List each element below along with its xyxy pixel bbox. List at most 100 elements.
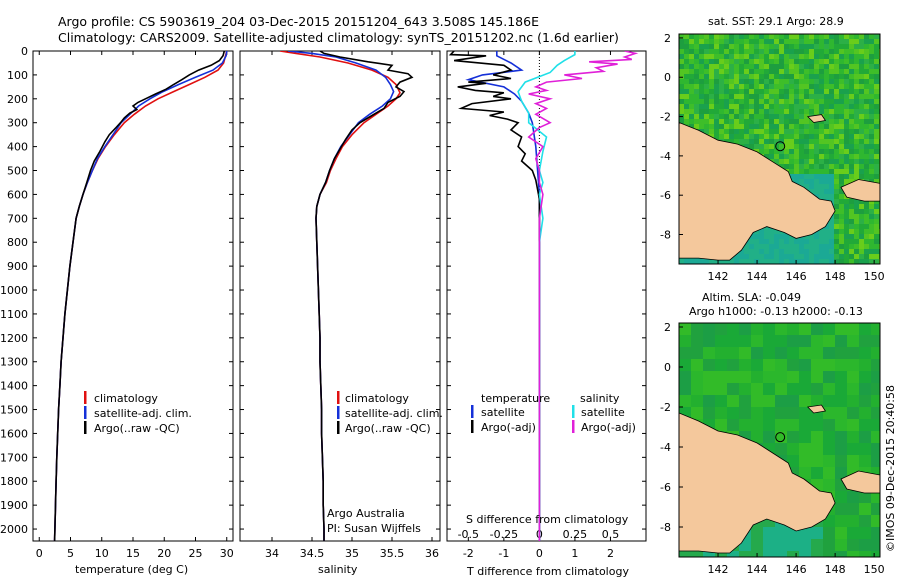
series-line-t-argo-adj- — [448, 51, 541, 541]
data-cell — [819, 124, 824, 129]
data-cell — [844, 94, 849, 99]
data-cell — [834, 74, 839, 79]
data-cell — [734, 104, 739, 109]
data-cell — [684, 39, 689, 44]
data-cell — [775, 383, 787, 395]
map-x-tick-label: 148 — [825, 563, 846, 576]
data-cell — [769, 79, 774, 84]
data-cell — [709, 114, 714, 119]
data-cell — [759, 79, 764, 84]
data-cell — [819, 239, 824, 244]
data-cell — [719, 74, 724, 79]
data-cell — [764, 229, 769, 234]
data-cell — [699, 94, 704, 99]
data-cell — [835, 515, 847, 527]
data-cell — [844, 209, 849, 214]
data-cell — [824, 64, 829, 69]
data-cell — [763, 371, 775, 383]
data-cell — [859, 229, 864, 234]
data-cell — [764, 259, 769, 264]
data-cell — [715, 383, 727, 395]
difference-legend-t-satellite: satellite — [481, 406, 525, 419]
data-cell — [739, 109, 744, 114]
data-cell — [819, 74, 824, 79]
data-cell — [714, 79, 719, 84]
data-cell — [729, 39, 734, 44]
data-cell — [787, 419, 799, 431]
data-cell — [679, 54, 684, 59]
data-cell — [869, 114, 874, 119]
data-cell — [799, 124, 804, 129]
data-cell — [769, 74, 774, 79]
data-cell — [829, 99, 834, 104]
data-cell — [769, 49, 774, 54]
land-new-britain — [840, 470, 880, 494]
data-cell — [814, 54, 819, 59]
data-cell — [759, 94, 764, 99]
data-cell — [689, 59, 694, 64]
data-cell — [679, 323, 691, 335]
data-cell — [704, 54, 709, 59]
data-cell — [754, 259, 759, 264]
data-cell — [684, 69, 689, 74]
data-cell — [744, 124, 749, 129]
data-cell — [874, 209, 879, 214]
data-cell — [874, 119, 879, 124]
data-cell — [729, 54, 734, 59]
data-cell — [814, 99, 819, 104]
data-cell — [789, 164, 794, 169]
data-cell — [799, 551, 811, 557]
data-cell — [847, 503, 859, 515]
map-x-tick-label: 146 — [786, 270, 807, 283]
data-cell — [729, 134, 734, 139]
data-cell — [799, 179, 804, 184]
data-cell — [835, 431, 847, 443]
data-cell — [824, 74, 829, 79]
data-cell — [724, 64, 729, 69]
data-cell — [779, 234, 784, 239]
data-cell — [754, 244, 759, 249]
data-cell — [739, 74, 744, 79]
data-cell — [719, 89, 724, 94]
data-cell — [715, 323, 727, 335]
data-cell — [809, 84, 814, 89]
data-cell — [869, 154, 874, 159]
data-cell — [744, 74, 749, 79]
data-cell — [751, 431, 763, 443]
data-cell — [844, 54, 849, 59]
data-cell — [684, 259, 689, 264]
data-cell — [824, 254, 829, 259]
data-cell — [829, 59, 834, 64]
series-line-satellite-adj-clim- — [53, 51, 228, 541]
data-cell — [709, 124, 714, 129]
data-cell — [811, 419, 823, 431]
data-cell — [763, 347, 775, 359]
data-cell — [849, 179, 854, 184]
data-cell — [864, 144, 869, 149]
data-cell — [839, 249, 844, 254]
data-cell — [744, 59, 749, 64]
data-cell — [804, 144, 809, 149]
data-cell — [779, 249, 784, 254]
data-cell — [784, 44, 789, 49]
data-cell — [734, 79, 739, 84]
data-cell — [789, 149, 794, 154]
data-cell — [784, 164, 789, 169]
data-cell — [774, 99, 779, 104]
data-cell — [839, 224, 844, 229]
data-cell — [814, 94, 819, 99]
data-cell — [759, 49, 764, 54]
data-cell — [829, 54, 834, 59]
data-cell — [704, 259, 709, 264]
data-cell — [874, 239, 879, 244]
sst-map-frame — [678, 33, 881, 265]
data-cell — [844, 109, 849, 114]
data-cell — [739, 84, 744, 89]
data-cell — [699, 104, 704, 109]
data-cell — [729, 49, 734, 54]
data-cell — [691, 551, 703, 557]
data-cell — [834, 89, 839, 94]
data-cell — [874, 164, 879, 169]
data-cell — [844, 204, 849, 209]
data-cell — [751, 395, 763, 407]
